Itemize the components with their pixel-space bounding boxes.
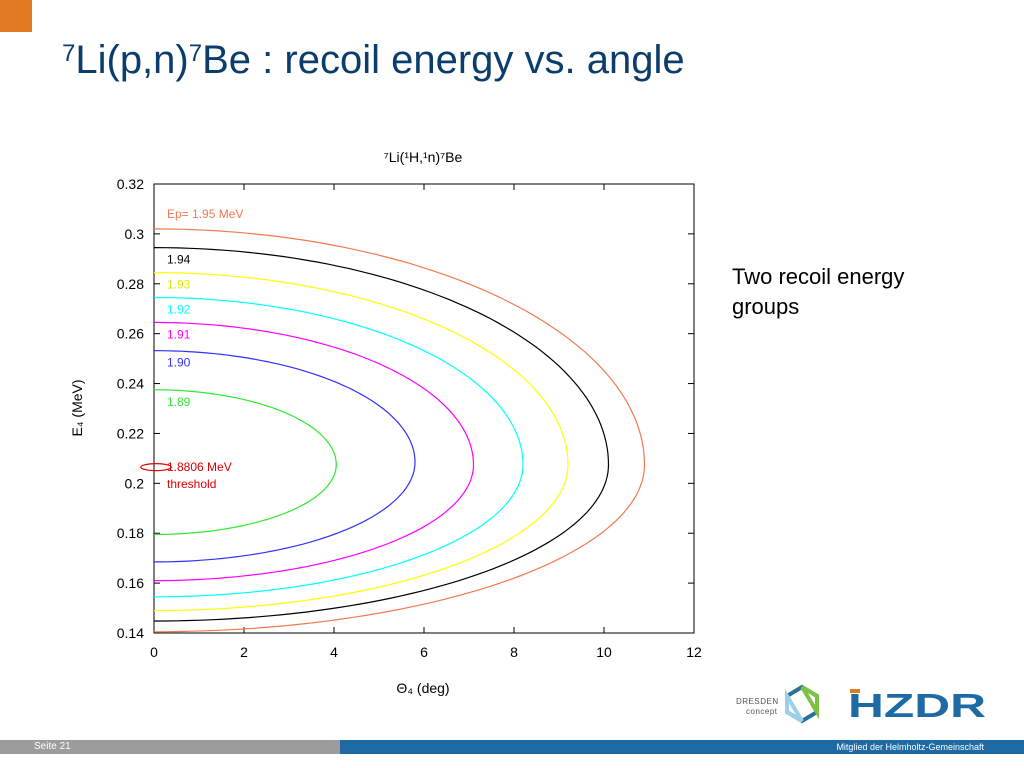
curve-1-8806-mev-threshold (140, 463, 172, 472)
x-tick-label: 6 (420, 644, 428, 660)
x-tick-label: 10 (596, 644, 612, 660)
footer-blue-bar (340, 740, 1024, 754)
series-label-1-89: 1.89 (167, 395, 191, 409)
dresden-concept-mark-icon (785, 684, 819, 724)
series-label-1-8806-mev-threshold: 1.8806 MeV (167, 460, 232, 474)
hzdr-wordmark: HZDR (848, 687, 986, 720)
curve-1-94 (153, 247, 610, 622)
dresden-concept-text: DRESDEN concept (736, 697, 779, 717)
chart-title: ⁷Li(¹H,¹n)⁷Be (384, 149, 463, 165)
concept-word: concept (746, 707, 778, 716)
plot-area: 0 2 4 6 8 10 12 0.14 0.16 0.18 0.2 0.22 0.24 0.26 0.28… (117, 176, 702, 660)
y-tick-label: 0.24 (117, 376, 144, 392)
corner-accent-square (0, 0, 32, 32)
y-tick-label: 0.16 (117, 575, 144, 591)
series-label-1-90: 1.90 (167, 356, 191, 370)
y-tick-label: 0.18 (117, 525, 144, 541)
page-number: Seite 21 (34, 741, 71, 752)
dresden-word: DRESDEN (736, 697, 779, 706)
series-label-1-93: 1.93 (167, 278, 191, 292)
x-axis-label: Θ₄ (deg) (396, 680, 449, 696)
x-tick-label: 12 (686, 644, 702, 660)
footer-bottom-strip (0, 754, 1024, 768)
y-tick-label: 0.32 (117, 176, 144, 192)
y-tick-label: 0.2 (125, 475, 145, 491)
y-tick-label: 0.26 (117, 326, 144, 342)
slide-title: 7Li(p,n)7Be : recoil energy vs. angle (62, 38, 685, 83)
x-tick-label: 0 (150, 644, 158, 660)
series-label-1-92: 1.92 (167, 302, 191, 316)
helmholtz-member-text: Mitglied der Helmholtz-Gemeinschaft (836, 742, 984, 752)
x-tick-label: 2 (240, 644, 248, 660)
hzdr-logo: HZDR (848, 687, 986, 720)
y-tick-label: 0.3 (125, 226, 145, 242)
curve-1-89 (153, 389, 337, 536)
y-tick-label: 0.22 (117, 425, 144, 441)
curve-1-90 (153, 350, 416, 563)
curve-1-91 (153, 321, 475, 582)
side-note: Two recoil energy groups (732, 264, 905, 319)
title-superscript-2: 7 (188, 40, 203, 67)
title-superscript-1: 7 (62, 40, 76, 67)
curve-ep-1-95-mev (153, 228, 646, 633)
footer-grey-bar (0, 740, 340, 754)
series-label-1-94: 1.94 (167, 253, 191, 267)
recoil-energy-chart: ⁷Li(¹H,¹n)⁷Be 0 2 4 6 8 10 12 0.14 0.16 0.18 0.2 0.… (69, 149, 702, 696)
curve-1-92 (153, 296, 524, 598)
y-axis-label: E₄ (MeV) (69, 379, 85, 436)
hzdr-accent-bar (850, 689, 860, 693)
title-text-2: Be : recoil energy vs. angle (202, 38, 685, 82)
curve-1-93 (153, 272, 569, 612)
title-text-1: Li(p,n) (75, 38, 189, 82)
dresden-concept-logo (785, 684, 819, 724)
series-label-ep-1-95-mev: Ep= 1.95 MeV (167, 207, 243, 221)
series-label-1-91: 1.91 (167, 327, 191, 341)
x-tick-label: 8 (510, 644, 518, 660)
y-tick-label: 0.28 (117, 276, 144, 292)
y-tick-label: 0.14 (117, 625, 144, 641)
x-tick-label: 4 (330, 644, 338, 660)
series-label-1-8806-mev-threshold: threshold (167, 477, 216, 491)
